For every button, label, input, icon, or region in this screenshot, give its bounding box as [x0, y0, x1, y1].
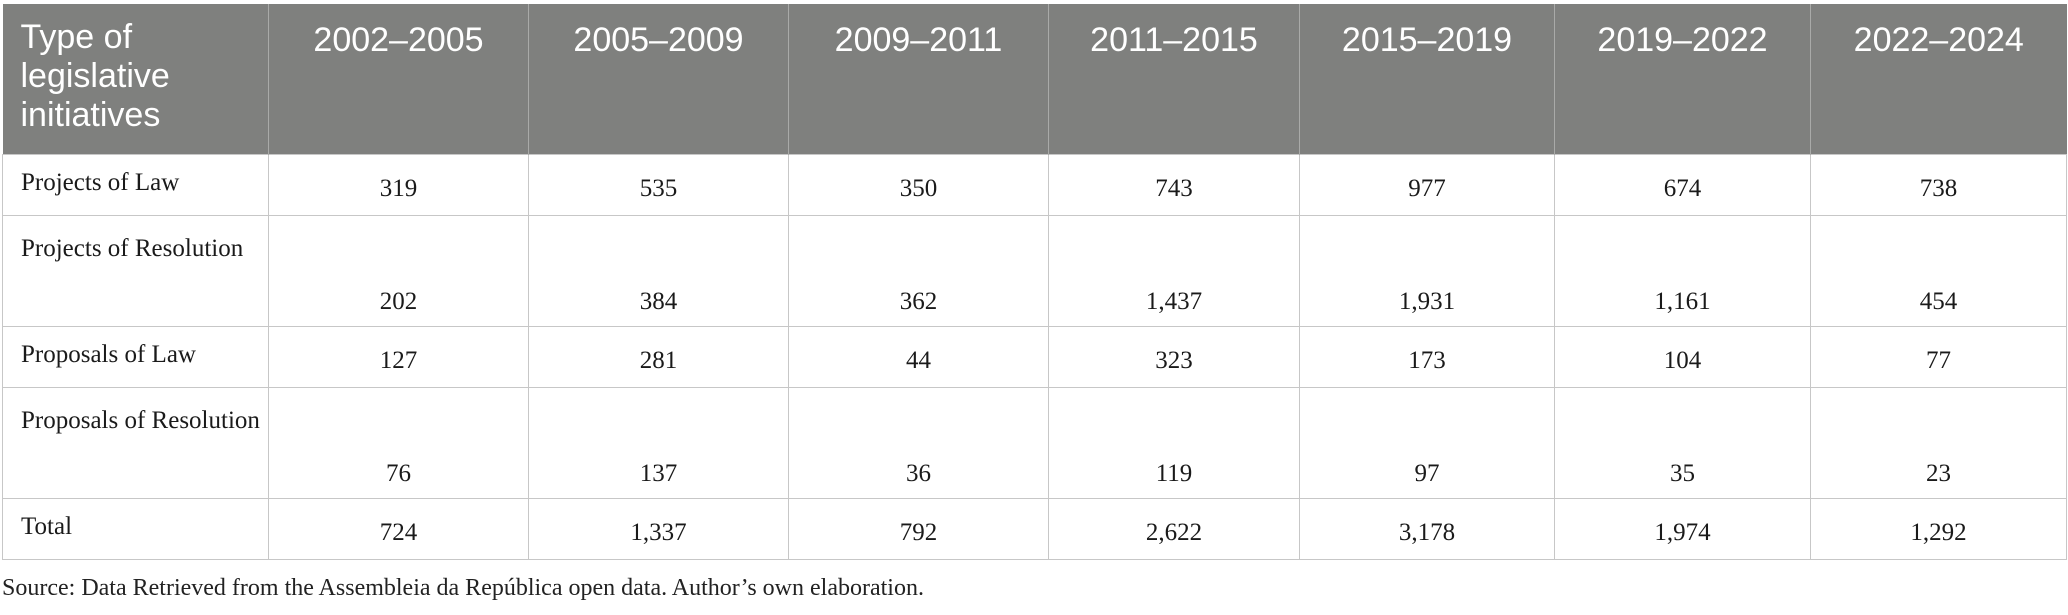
- table-cell: 137: [528, 386, 789, 499]
- table-cell: 743: [1048, 153, 1300, 216]
- table-cell: 674: [1554, 153, 1811, 216]
- source-note: Source: Data Retrieved from the Assemble…: [2, 575, 924, 601]
- table-cell: 2,622: [1048, 497, 1300, 560]
- row-label: Total: [2, 497, 269, 560]
- table-cell: 1,292: [1810, 497, 2067, 560]
- table-cell: 362: [788, 214, 1049, 327]
- table-cell: 77: [1810, 325, 2067, 388]
- table-row-projects-of-resolution: Projects of Resolution 202 384 362 1,437…: [2, 214, 2067, 327]
- table-cell: 173: [1299, 325, 1555, 388]
- row-label: Projects of Law: [2, 153, 269, 216]
- table-cell: 319: [268, 153, 529, 216]
- table-row-projects-of-law: Projects of Law 319 535 350 743 977 674 …: [2, 153, 2067, 216]
- table-cell: 1,437: [1048, 214, 1300, 327]
- table-cell: 202: [268, 214, 529, 327]
- table-cell: 384: [528, 214, 789, 327]
- header-period-2011-2015: 2011–2015: [1048, 4, 1300, 154]
- table-cell: 535: [528, 153, 789, 216]
- table-cell: 454: [1810, 214, 2067, 327]
- header-period-2022-2024: 2022–2024: [1810, 4, 2067, 154]
- table-cell: 3,178: [1299, 497, 1555, 560]
- header-type-column: Type of legislative initiatives: [2, 4, 269, 154]
- table-cell: 1,161: [1554, 214, 1811, 327]
- table-cell: 724: [268, 497, 529, 560]
- table-body: Projects of Law 319 535 350 743 977 674 …: [2, 153, 2067, 560]
- table-cell: 1,931: [1299, 214, 1555, 327]
- header-row: Type of legislative initiatives 2002–200…: [2, 4, 2067, 154]
- table-cell: 104: [1554, 325, 1811, 388]
- table-cell: 97: [1299, 386, 1555, 499]
- row-label: Projects of Resolution: [2, 214, 269, 327]
- header-period-2019-2022: 2019–2022: [1554, 4, 1811, 154]
- table-header: Type of legislative initiatives 2002–200…: [2, 4, 2067, 154]
- header-period-2009-2011: 2009–2011: [788, 4, 1049, 154]
- table-cell: 350: [788, 153, 1049, 216]
- table-cell: 44: [788, 325, 1049, 388]
- table-row-proposals-of-law: Proposals of Law 127 281 44 323 173 104 …: [2, 325, 2067, 388]
- table-cell: 36: [788, 386, 1049, 499]
- header-period-2002-2005: 2002–2005: [268, 4, 529, 154]
- legislative-initiatives-table: Type of legislative initiatives 2002–200…: [2, 4, 2067, 560]
- table-cell: 127: [268, 325, 529, 388]
- table-row-total: Total 724 1,337 792 2,622 3,178 1,974 1,…: [2, 497, 2067, 560]
- table-cell: 76: [268, 386, 529, 499]
- table-cell: 281: [528, 325, 789, 388]
- table-cell: 1,974: [1554, 497, 1811, 560]
- table-cell: 23: [1810, 386, 2067, 499]
- table-cell: 35: [1554, 386, 1811, 499]
- row-label: Proposals of Resolution: [2, 386, 269, 499]
- table-cell: 738: [1810, 153, 2067, 216]
- table-cell: 977: [1299, 153, 1555, 216]
- table-cell: 323: [1048, 325, 1300, 388]
- data-table-container: Type of legislative initiatives 2002–200…: [2, 4, 2067, 560]
- table-row-proposals-of-resolution: Proposals of Resolution 76 137 36 119 97…: [2, 386, 2067, 499]
- header-period-2005-2009: 2005–2009: [528, 4, 789, 154]
- row-label: Proposals of Law: [2, 325, 269, 388]
- header-period-2015-2019: 2015–2019: [1299, 4, 1555, 154]
- table-cell: 792: [788, 497, 1049, 560]
- table-cell: 1,337: [528, 497, 789, 560]
- table-cell: 119: [1048, 386, 1300, 499]
